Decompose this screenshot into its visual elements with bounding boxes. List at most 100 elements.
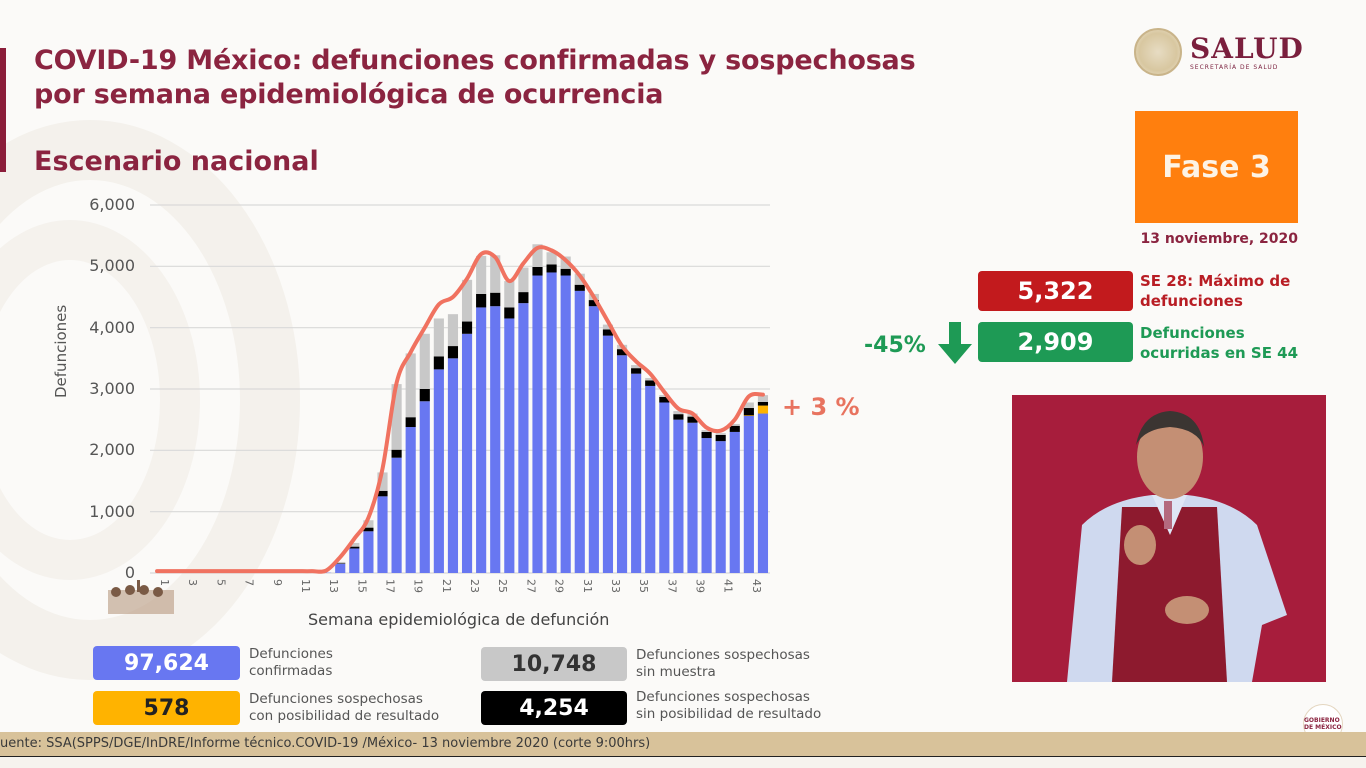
bar-segment xyxy=(476,307,487,573)
bar-segment xyxy=(490,255,501,293)
bar-segment xyxy=(349,546,360,549)
bar-segment xyxy=(645,377,656,381)
bar-segment xyxy=(419,389,430,402)
bar-segment xyxy=(616,344,628,350)
bar-segment xyxy=(447,314,459,347)
bar-segment xyxy=(687,413,698,417)
max-deaths-label: SE 28: Máximo de defunciones xyxy=(1140,271,1290,311)
arrow-down-icon xyxy=(938,322,972,364)
bar-segment xyxy=(729,425,740,432)
bar-segment xyxy=(461,279,473,322)
bar-segment xyxy=(560,275,571,573)
x-tick-label: 21 xyxy=(440,579,453,593)
bar-segment xyxy=(349,542,360,547)
bar-segment xyxy=(687,416,698,423)
bar-segment xyxy=(687,422,698,573)
change-percent: -45% xyxy=(864,333,926,358)
x-tick-label: 29 xyxy=(553,579,566,593)
bar-segment xyxy=(729,423,740,426)
x-tick-label: 9 xyxy=(271,579,284,586)
bar-segment xyxy=(659,402,670,573)
bar-segment xyxy=(447,358,459,573)
bar-segment xyxy=(743,408,754,416)
bar-segment xyxy=(335,561,346,564)
heroes-illustration-icon xyxy=(108,580,174,614)
phase-badge: Fase 3 xyxy=(1135,111,1298,223)
x-tick-label: 27 xyxy=(524,579,537,593)
sign-language-interpreter-video xyxy=(1012,395,1326,682)
bar-segment xyxy=(715,435,726,442)
x-tick-label: 23 xyxy=(468,579,481,593)
bar-segment xyxy=(757,395,769,402)
bar-segment xyxy=(659,396,670,403)
title-line-1: COVID-19 México: defunciones confirmadas… xyxy=(34,45,916,76)
x-tick-label: 19 xyxy=(412,579,425,593)
x-tick-label: 15 xyxy=(355,579,368,593)
bar-segment xyxy=(602,324,614,330)
x-axis-label: Semana epidemiológica de defunción xyxy=(308,610,610,629)
interpreter-figure-icon xyxy=(1012,395,1326,682)
y-tick-label: 2,000 xyxy=(89,440,135,460)
bar-segment xyxy=(504,281,515,308)
bar-segment xyxy=(574,273,585,285)
bar-segment xyxy=(335,563,346,573)
bar-segment xyxy=(461,333,473,573)
bar-segment xyxy=(532,244,543,267)
x-tick-label: 31 xyxy=(581,579,594,593)
bar-segment xyxy=(588,293,599,301)
bar-segment xyxy=(757,405,769,414)
salud-logo: SALUD SECRETARÍA DE SALUD xyxy=(1134,28,1304,76)
bar-segment xyxy=(363,531,374,573)
bar-segment xyxy=(673,414,684,420)
bar-segment xyxy=(757,413,769,573)
x-tick-label: 13 xyxy=(327,579,340,593)
bar-segment xyxy=(433,318,444,357)
x-tick-label: 37 xyxy=(665,579,678,593)
bar-segment xyxy=(715,433,726,435)
trend-annotation: + 3 % xyxy=(782,393,860,421)
bar-segment xyxy=(560,256,571,269)
bar-segment xyxy=(377,496,388,573)
bar-segment xyxy=(616,355,628,573)
bar-segment xyxy=(405,417,416,428)
logo-name: SALUD xyxy=(1190,31,1304,65)
bar-segment xyxy=(377,490,388,497)
y-tick-label: 1,000 xyxy=(89,501,135,521)
label-line: SE 28: Máximo de xyxy=(1140,272,1291,290)
bar-segment xyxy=(701,438,712,573)
bar-segment xyxy=(701,431,712,439)
y-axis-label: Defunciones xyxy=(52,304,70,398)
bar-segment xyxy=(518,303,529,573)
y-tick-label: 6,000 xyxy=(89,195,135,214)
bar-segment xyxy=(602,335,614,573)
bar-segment xyxy=(588,300,599,307)
y-tick-label: 5,000 xyxy=(89,256,135,276)
bar-segment xyxy=(631,368,642,374)
max-deaths-value: 5,322 xyxy=(978,271,1133,311)
bar-segment xyxy=(743,415,754,416)
legend-label: Defunciones sospechosas con posibilidad d… xyxy=(249,691,440,724)
bar-segment xyxy=(363,527,374,532)
bar-segment xyxy=(490,292,501,307)
bar-segment xyxy=(419,333,430,389)
bar-segment xyxy=(391,449,402,458)
label-line: ocurridas en SE 44 xyxy=(1140,344,1299,362)
bar-segment xyxy=(405,353,416,418)
bar-segment xyxy=(645,385,656,573)
bar-segment xyxy=(546,264,557,273)
bar-segment xyxy=(602,329,614,336)
x-tick-label: 33 xyxy=(609,579,622,593)
bar-segment xyxy=(391,457,402,573)
bar-segment xyxy=(659,395,670,397)
bar-segment xyxy=(743,402,754,409)
bar-segment xyxy=(476,255,487,294)
legend-value-box: 4,254 xyxy=(481,691,627,725)
x-tick-label: 43 xyxy=(750,579,763,593)
current-deaths-label: Defunciones ocurridas en SE 44 xyxy=(1140,323,1298,363)
bar-segment xyxy=(616,349,628,356)
bar-segment xyxy=(546,272,557,573)
legend-value-box: 578 xyxy=(93,691,240,725)
report-date: 13 noviembre, 2020 xyxy=(1140,231,1298,247)
x-tick-label: 41 xyxy=(722,579,735,593)
